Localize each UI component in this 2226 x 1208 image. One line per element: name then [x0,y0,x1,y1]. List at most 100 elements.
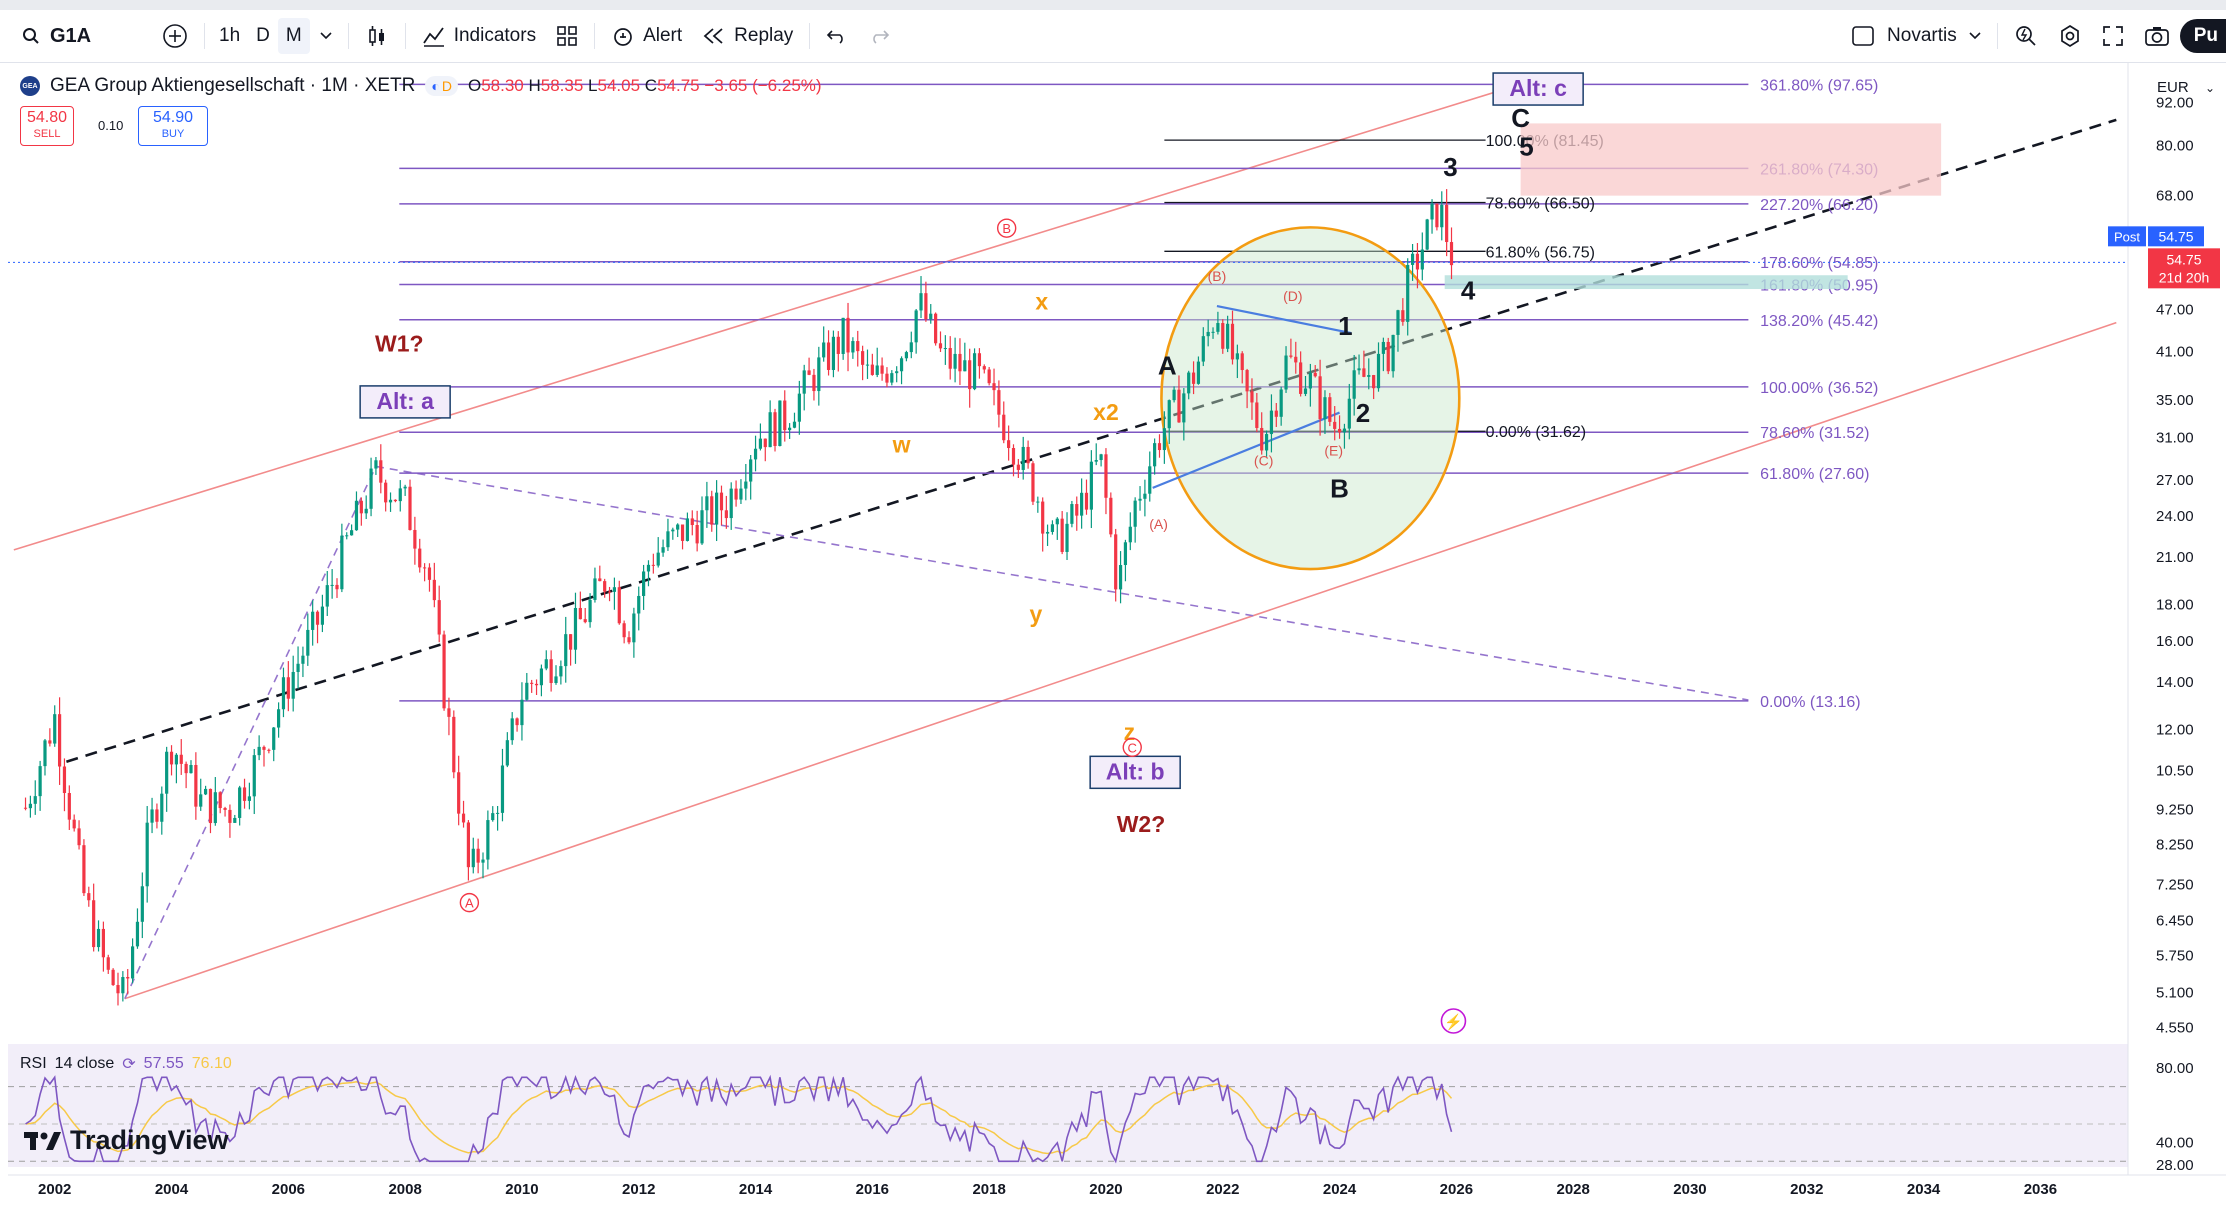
circled-wave-label: C [1128,740,1137,755]
alt-label-box [359,385,451,419]
candle-body [1196,361,1201,384]
x-tick-label: 2026 [1440,1181,1473,1198]
replay-button[interactable]: Replay [692,18,803,54]
candle-body [1162,428,1166,451]
divider [347,23,349,49]
candle-body [685,518,690,541]
candle-body [53,714,57,744]
candle-body [773,412,777,446]
x-tick-label: 2006 [272,1181,305,1198]
fullscreen-button[interactable] [2092,18,2134,54]
watchlist-selector[interactable]: Novartis [1841,18,1991,54]
candle-body [349,530,354,536]
compare-button[interactable] [152,18,198,54]
add-icon [163,24,187,48]
candle-body [612,587,617,592]
redo-icon [873,30,890,44]
candle-body [705,496,709,511]
candle-body [1308,372,1312,389]
candle-body [1211,331,1215,333]
candle-body [1002,414,1006,441]
chart-area[interactable]: EUR⌄92.0080.0068.0060.0047.0041.0035.003… [0,63,2226,1208]
alert-button[interactable]: Alert [601,18,692,54]
candle-body [680,524,685,541]
search-icon [23,28,39,44]
undo-icon [827,30,844,44]
y-tick-label: 9.250 [2156,801,2194,818]
undo-button[interactable] [816,18,858,54]
candle-body [1182,393,1186,423]
candle-body [632,613,636,643]
candle-body [179,754,183,764]
candle-body [1386,341,1390,372]
wave-label: Alt: a [376,388,434,414]
chart-canvas[interactable]: EUR⌄92.0080.0068.0060.0047.0041.0035.003… [0,63,2226,1208]
candle-body [296,663,300,672]
replay-label: Replay [734,25,794,46]
candle-body [174,754,178,765]
y-tick-label: 14.00 [2156,674,2194,691]
candle-body [890,373,894,383]
candle-body [982,366,986,370]
candle-body [130,946,135,979]
candle-body [369,468,373,509]
candle-body [1045,531,1050,534]
rsi-band [8,1044,2128,1167]
indicators-button[interactable]: Indicators [412,18,546,54]
interval-d[interactable]: D [256,25,270,46]
settings-button[interactable] [2048,18,2092,54]
lightning-icon [1440,1008,1467,1034]
buy-button[interactable]: 54.90 BUY [138,106,208,146]
last-price-badge [2148,248,2220,289]
candle-body [276,709,281,728]
fib-label: 0.00% (13.16) [1760,694,1861,711]
candle-body [101,928,105,958]
company-logo: GEA [20,76,40,96]
candle-body [549,659,553,683]
candle-body [778,400,782,446]
fib-label: 138.20% (45.42) [1760,313,1878,330]
sell-button[interactable]: 54.80 SELL [20,106,74,146]
buy-price: 54.90 [152,109,194,126]
layouts-button[interactable] [546,18,588,54]
circled-wave-label: A [465,896,474,911]
wave-label: y [1029,601,1042,627]
publish-button[interactable]: Pu [2179,19,2226,53]
candle-body [466,822,471,868]
fib-label: 100.00% (36.52) [1760,380,1878,397]
candle-body [520,699,524,726]
candle-body [427,567,432,580]
candle-body [1114,534,1118,590]
candle-body [578,607,582,620]
candle-body [1430,203,1434,220]
wave-label: (D) [1283,288,1302,304]
interval-dropdown[interactable] [310,18,342,54]
y-tick-label: 18.00 [2156,597,2194,614]
rsi-line [25,1074,1453,1164]
candle-body [1109,497,1113,535]
candle-body [1065,523,1069,552]
snapshot-button[interactable] [2134,18,2180,54]
redo-button[interactable] [858,18,900,54]
quick-search-button[interactable] [2004,18,2048,54]
candle-body [1216,323,1220,332]
divider [404,23,406,49]
market-status-pill[interactable]: ◐ D [425,76,458,96]
candle-body [486,820,490,860]
symbol-search[interactable]: G1A [0,18,152,54]
interval-m[interactable]: M [277,18,310,54]
candle-body [1060,518,1064,552]
chart-type-button[interactable] [355,18,399,54]
camera-icon [2144,27,2169,46]
rsi-params: 14 close [54,1055,115,1072]
interval-1h[interactable]: 1h [219,25,241,46]
candle-body [875,365,879,375]
candle-body [471,848,475,868]
candle-body [291,671,295,699]
candle-body [870,364,874,375]
candle-body [1410,253,1415,265]
candle-body [145,822,149,887]
candle-body [739,488,743,500]
rewind-icon [703,28,723,44]
candle-body [598,578,602,582]
